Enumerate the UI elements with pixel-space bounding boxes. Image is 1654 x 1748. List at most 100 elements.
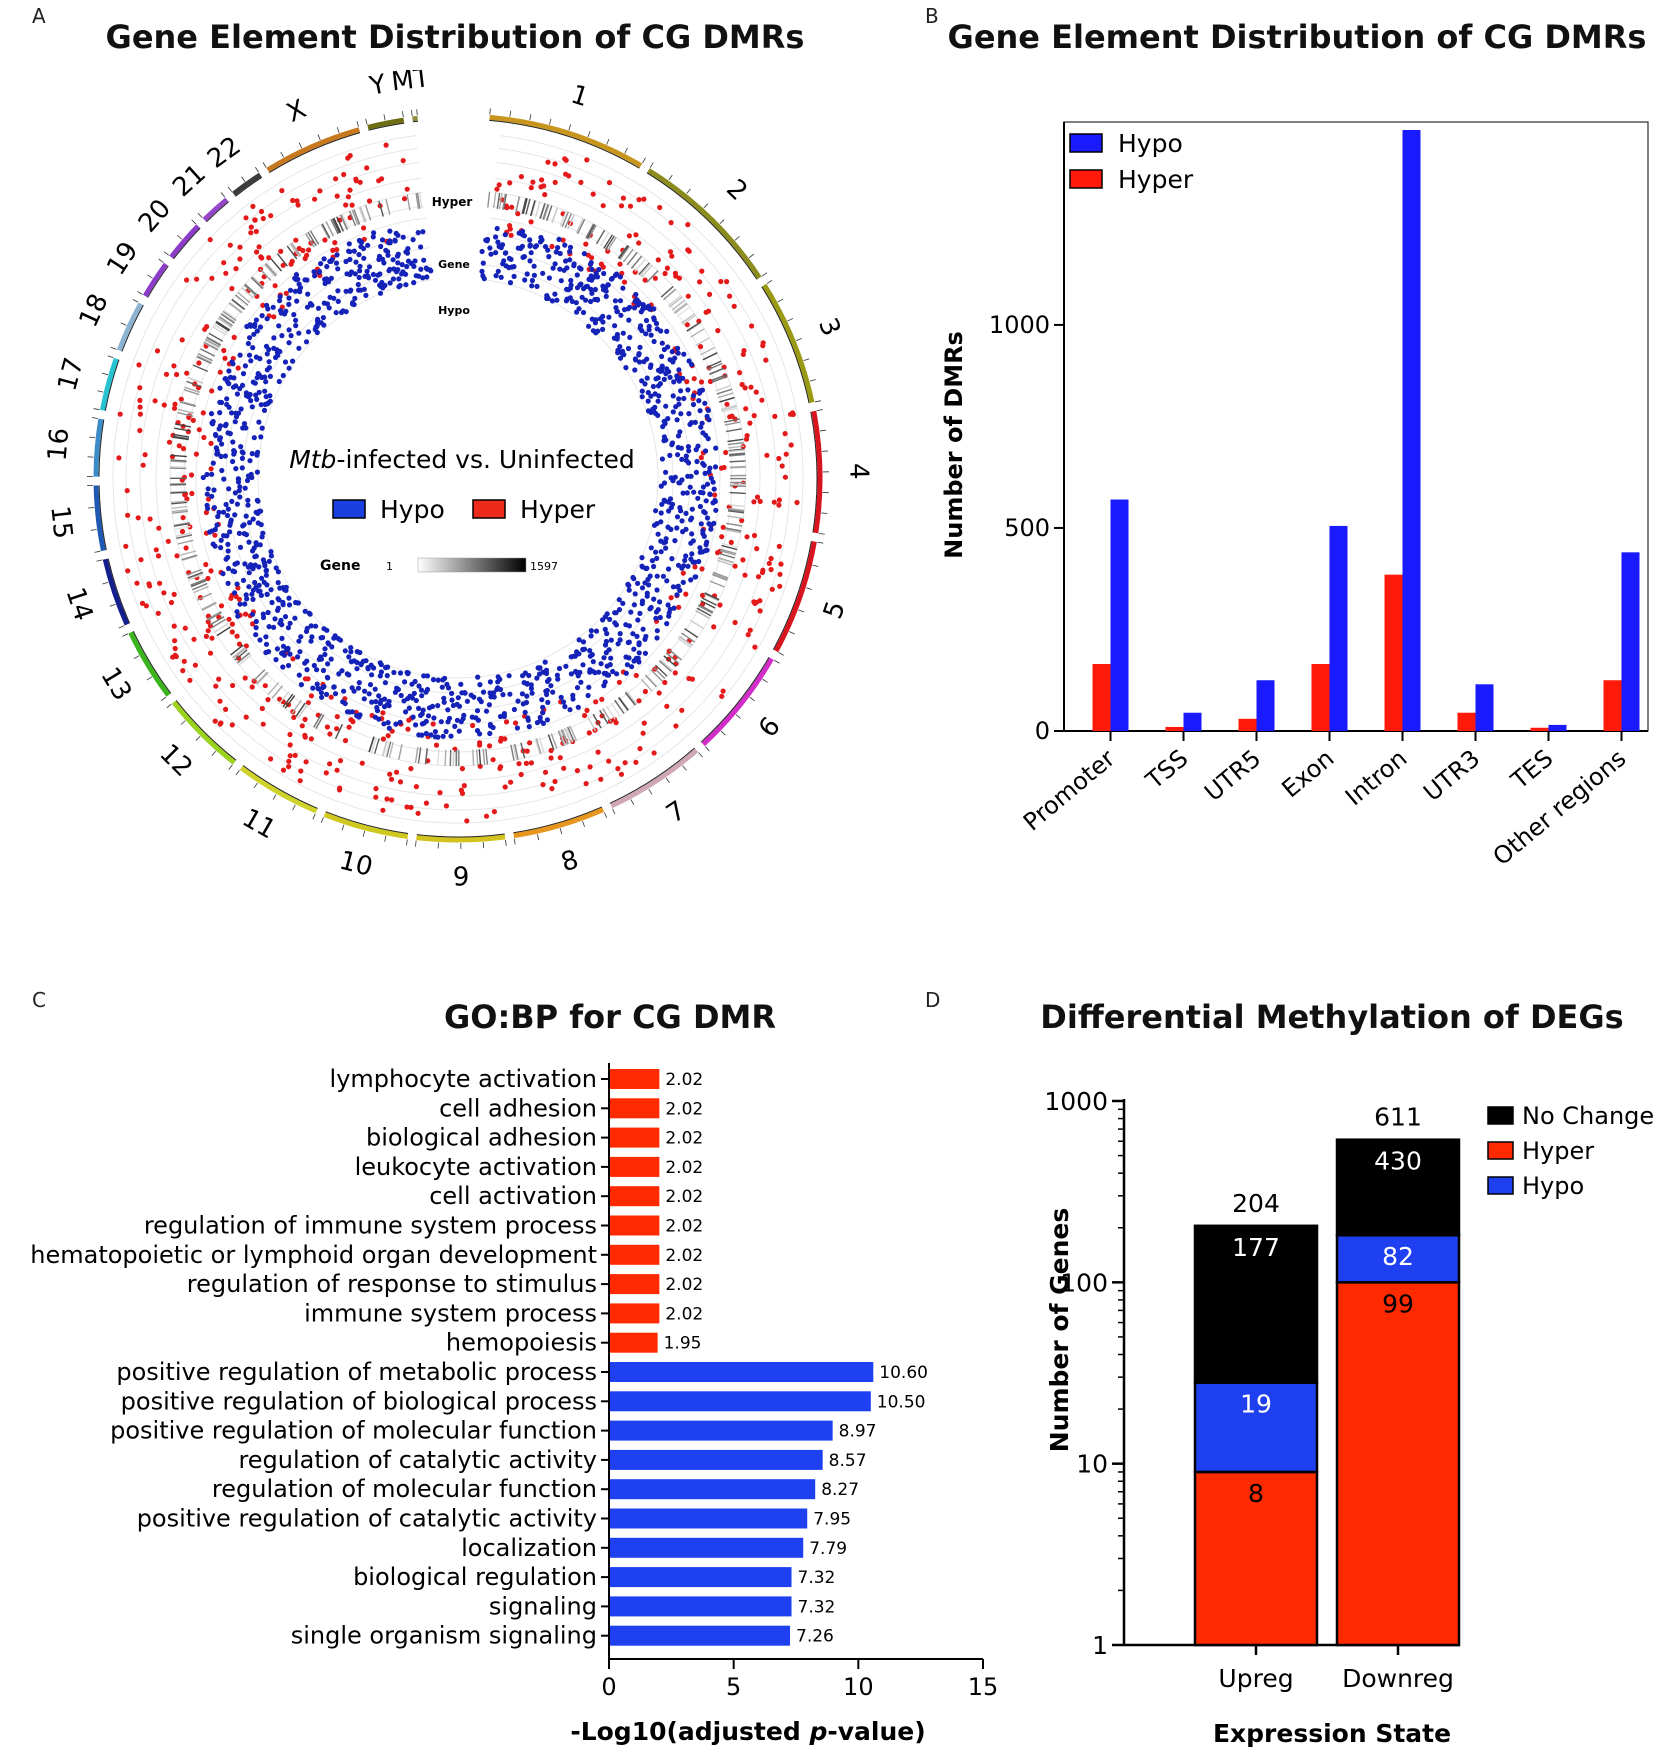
hypo-dmr-point (639, 601, 645, 607)
gene-density-tick (622, 248, 634, 263)
hypo-dmr-point (588, 628, 595, 634)
hypo-dmr-point (416, 705, 422, 712)
hypo-dmr-point (263, 649, 269, 656)
chromosome-tick (90, 529, 97, 531)
gene-density-tick (172, 435, 190, 440)
hyper-dmr-point (637, 746, 643, 752)
hypo-dmr-point (225, 580, 231, 587)
hypo-dmr-point (253, 317, 259, 323)
gene-density-tick (173, 522, 190, 527)
hypo-dmr-point (563, 258, 569, 264)
hypo-dmr-point (231, 448, 237, 454)
d-y-tick-label: 1000 (1044, 1087, 1108, 1116)
hyper-dmr-point (672, 670, 678, 676)
hyper-dmr-point (641, 196, 647, 202)
hypo-dmr-point (264, 591, 270, 598)
hypo-dmr-point (344, 709, 351, 715)
hyper-dmr-point (384, 796, 390, 802)
gene-density-tick (291, 699, 302, 714)
hypo-dmr-point (689, 531, 695, 537)
b-category-label-5: UTR3 (1418, 744, 1485, 807)
hyper-dmr-point (209, 388, 215, 394)
hypo-dmr-point (643, 331, 649, 337)
hypo-dmr-point (690, 393, 697, 399)
hypo-dmr-point (703, 542, 709, 548)
hypo-dmr-point (365, 665, 371, 671)
d-segment-hypo-1 (1335, 1233, 1461, 1284)
gene-density-tick (684, 628, 699, 639)
hypo-dmr-point (346, 654, 352, 660)
hypo-dmr-point (679, 456, 685, 462)
hyper-dmr-point (754, 546, 760, 552)
hypo-dmr-point (394, 685, 400, 691)
c-bar-19 (609, 1625, 791, 1646)
hypo-dmr-point (620, 285, 626, 291)
gene-density-tick (498, 193, 503, 210)
c-value-label-5: 2.02 (665, 1217, 703, 1237)
hyper-dmr-point (523, 760, 530, 767)
hyper-dmr-point (345, 194, 351, 200)
gene-density-tick (232, 647, 247, 659)
chromosome-label-9: 9 (453, 862, 470, 892)
hypo-dmr-point (713, 507, 719, 513)
hypo-dmr-point (269, 599, 275, 606)
gene-density-tick (206, 611, 222, 621)
gene-density-tick (638, 262, 650, 276)
hyper-dmr-point (548, 747, 554, 754)
hypo-dmr-point (670, 584, 677, 590)
chromosome-label-16: 16 (43, 427, 76, 462)
hypo-dmr-point (292, 288, 298, 294)
chromosome-tick (255, 167, 259, 173)
hypo-dmr-point (256, 389, 262, 395)
hypo-dmr-point (638, 309, 644, 315)
hypo-dmr-point (658, 538, 664, 544)
hyper-dmr-point (341, 171, 347, 178)
gene-density-tick (250, 276, 264, 290)
gene-density-tick (237, 291, 251, 304)
hypo-dmr-point (681, 395, 687, 402)
chromosome-edge-2 (646, 172, 758, 280)
hyper-dmr-point (298, 768, 304, 774)
hypo-dmr-point (598, 661, 604, 667)
c-bar-3 (609, 1156, 660, 1177)
chromosome-tick (630, 799, 635, 805)
chromosome-tick (778, 652, 785, 656)
hypo-dmr-point (410, 714, 416, 720)
chromosome-arc-11 (239, 765, 318, 814)
hypo-dmr-point (338, 309, 345, 315)
hypo-dmr-point (449, 697, 455, 703)
hypo-dmr-point (355, 281, 361, 288)
hypo-dmr-point (229, 498, 235, 504)
hypo-dmr-point (661, 480, 668, 486)
hypo-dmr-point (271, 624, 277, 631)
hyper-dmr-point (317, 188, 323, 194)
hypo-dmr-point (704, 547, 710, 553)
hyper-dmr-point (692, 564, 698, 570)
hyper-dmr-point (437, 790, 443, 796)
gene-density-tick (271, 685, 284, 699)
chromosome-tick (649, 162, 654, 168)
chromosome-tick (146, 676, 153, 681)
hyper-dmr-point (732, 563, 738, 569)
hypo-dmr-point (357, 238, 363, 244)
hypo-dmr-point (438, 719, 444, 725)
c-category-label-9: hemopoiesis (446, 1329, 597, 1357)
hypo-dmr-point (609, 275, 615, 282)
hypo-dmr-point (618, 312, 624, 318)
gene-density-tick (192, 582, 208, 591)
hypo-dmr-point (280, 664, 286, 670)
hypo-dmr-point (525, 715, 531, 721)
hypo-dmr-point (687, 421, 693, 427)
hypo-dmr-point (497, 713, 504, 720)
hypo-dmr-point (652, 391, 658, 397)
hypo-dmr-point (314, 681, 320, 687)
hypo-dmr-point (558, 694, 564, 700)
hypo-dmr-point (224, 512, 231, 519)
gene-density-tick (291, 242, 302, 257)
hypo-dmr-point (258, 402, 264, 408)
hyper-dmr-point (174, 371, 180, 378)
b-bar-hyper-6 (1530, 727, 1549, 731)
hyper-dmr-point (172, 652, 178, 659)
hypo-dmr-point (670, 358, 676, 364)
